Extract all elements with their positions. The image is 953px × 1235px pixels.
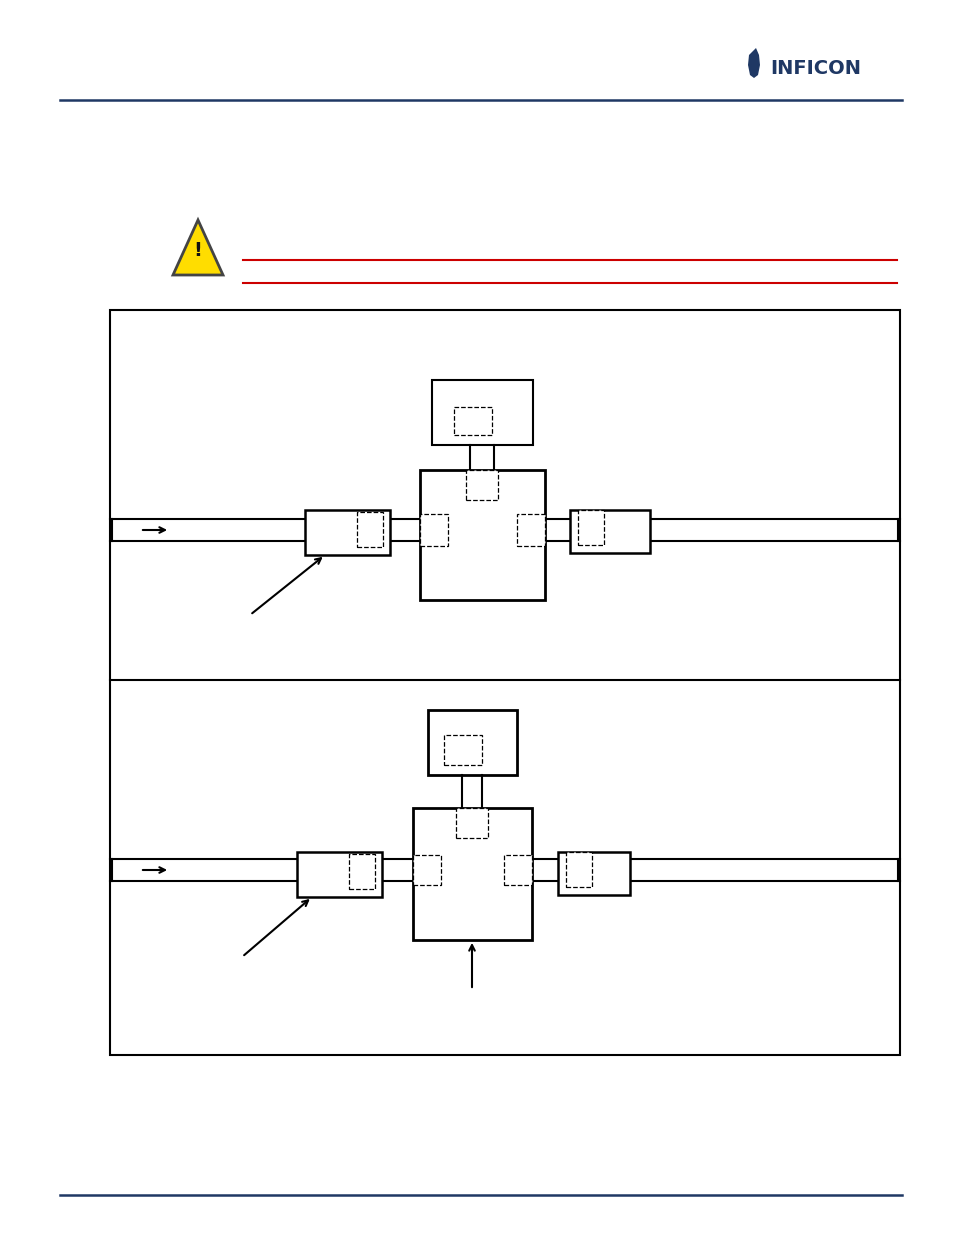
Text: !: ! xyxy=(193,241,202,259)
Bar xyxy=(428,710,517,776)
Bar xyxy=(503,855,532,885)
Bar xyxy=(578,510,603,545)
Polygon shape xyxy=(747,48,760,78)
Bar xyxy=(465,471,497,500)
Bar xyxy=(565,852,592,887)
Bar xyxy=(419,514,448,546)
Bar xyxy=(517,514,544,546)
Bar xyxy=(413,808,532,940)
Bar xyxy=(456,808,488,839)
Bar xyxy=(419,471,544,600)
Bar xyxy=(110,310,899,1055)
Bar xyxy=(356,513,382,547)
Bar xyxy=(296,852,381,897)
Bar xyxy=(305,510,390,555)
Bar xyxy=(558,852,629,895)
Bar xyxy=(454,408,492,435)
Bar xyxy=(349,853,375,889)
Polygon shape xyxy=(172,220,223,275)
Text: INFICON: INFICON xyxy=(769,58,861,78)
Bar xyxy=(569,510,649,553)
Bar xyxy=(413,855,440,885)
Bar xyxy=(443,735,481,764)
Bar xyxy=(432,380,533,445)
